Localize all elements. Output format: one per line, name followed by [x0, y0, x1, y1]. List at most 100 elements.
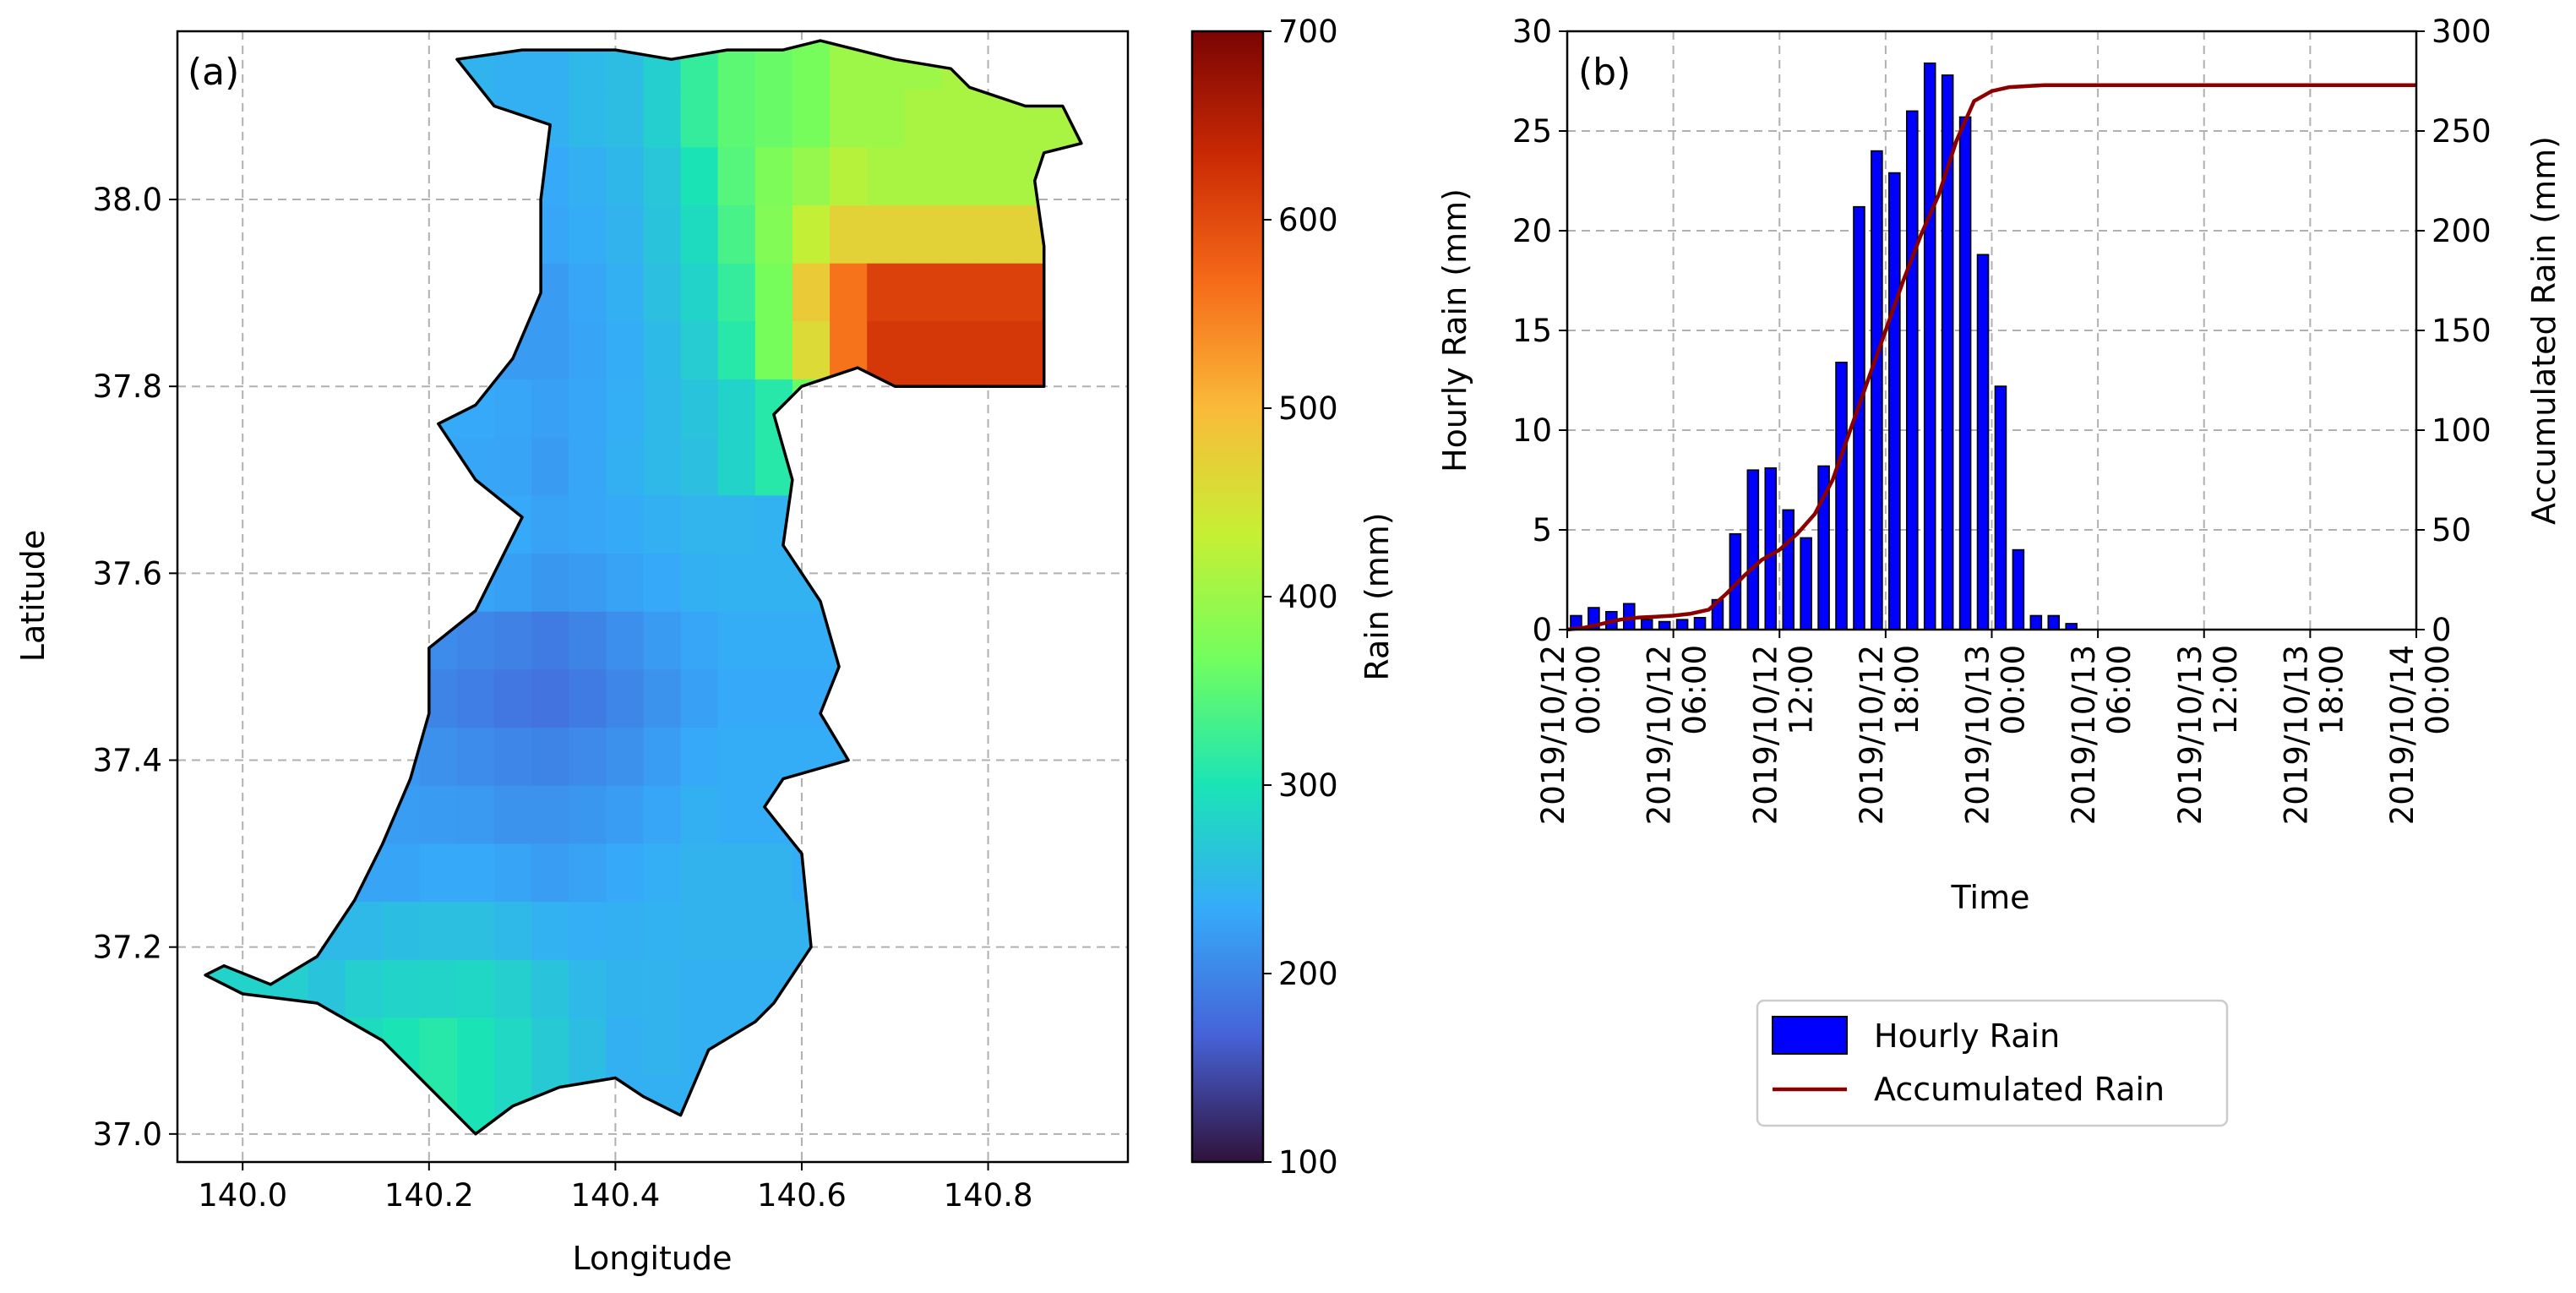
- colorbar-tick-label: 600: [1278, 202, 1338, 238]
- rain-cell: [717, 959, 756, 1019]
- hourly-rain-bar: [1923, 62, 1936, 630]
- rain-cell: [643, 843, 682, 903]
- hourly-rain-bar: [1835, 361, 1848, 630]
- time-x-tick-date: 2019/10/13: [2278, 645, 2314, 825]
- rain-cell: [867, 89, 906, 149]
- accumulated-y-tick-label: 100: [2432, 412, 2492, 449]
- rain-cell: [531, 785, 570, 845]
- time-x-tick-date: 2019/10/13: [2172, 645, 2208, 825]
- rain-cell: [680, 495, 719, 554]
- rain-cell: [754, 263, 793, 323]
- rain-cell: [419, 1017, 458, 1077]
- rain-cell: [606, 321, 645, 380]
- rain-cell: [904, 205, 943, 265]
- time-x-ticks: 2019/10/12 00:00 2019/10/12 06:00 2019/10/12…: [1535, 630, 2456, 825]
- rain-cell: [717, 321, 756, 380]
- legend-bar-swatch: [1772, 1016, 1848, 1055]
- rain-cell: [717, 611, 756, 671]
- rain-cell: [606, 263, 645, 323]
- colorbar: [1190, 30, 1265, 1164]
- time-x-tick-time: 12:00: [2208, 645, 2244, 735]
- hourly-rain-bar: [2012, 548, 2025, 630]
- rain-cell: [531, 959, 570, 1019]
- rain-cell: [606, 554, 645, 613]
- rain-cell: [606, 1017, 645, 1077]
- rain-cell: [941, 147, 980, 206]
- colorbar-label: Rain (mm): [1359, 512, 1396, 680]
- map-y-axis-label: Latitude: [14, 530, 52, 662]
- rain-cell: [643, 321, 682, 380]
- hourly-rain-bar: [1888, 172, 1901, 630]
- rain-cell: [606, 379, 645, 439]
- rain-cell: [754, 843, 793, 903]
- time-x-tick-time: 00:00: [1571, 645, 1607, 735]
- accumulated-y-tick-label: 150: [2432, 313, 2492, 349]
- map-y-tick-label: 38.0: [93, 182, 162, 218]
- rain-cell: [606, 669, 645, 728]
- rain-cell: [643, 495, 682, 554]
- rain-cell: [680, 437, 719, 497]
- hourly-rain-bar: [1958, 116, 1972, 630]
- accumulated-y-ticks: 0 50 100 150 200 250 300: [2416, 14, 2492, 648]
- rain-cell: [904, 263, 943, 323]
- rain-cell: [978, 321, 1017, 380]
- time-x-tick-label: 2019/10/12 12:00: [1747, 645, 1819, 825]
- rain-cell: [606, 495, 645, 554]
- rain-cell: [680, 263, 719, 323]
- rain-cell: [904, 147, 943, 206]
- rain-cell: [717, 554, 756, 613]
- legend-box: [1756, 999, 2229, 1127]
- rain-cell: [419, 728, 458, 787]
- hourly-rain-bar: [1976, 254, 1990, 630]
- rain-cell: [717, 147, 756, 206]
- rain-cell: [978, 147, 1017, 206]
- hourly-rain-bar: [1994, 385, 2007, 630]
- rain-cell: [754, 902, 793, 961]
- rain-cell: [680, 902, 719, 961]
- accumulated-y-tick-label: 200: [2432, 213, 2492, 249]
- rain-cell: [680, 147, 719, 206]
- rain-cell: [345, 902, 384, 961]
- rain-cell: [569, 902, 607, 961]
- time-x-tick-date: 2019/10/14: [2384, 645, 2421, 825]
- rain-cell: [680, 205, 719, 265]
- rain-cell: [569, 785, 607, 845]
- hourly-y-tick-label: 10: [1512, 412, 1552, 449]
- rain-cell: [680, 728, 719, 787]
- rain-cell: [531, 611, 570, 671]
- rain-cell: [419, 959, 458, 1019]
- hourly-y-tick-label: 0: [1532, 612, 1552, 648]
- legend-hourly-rain: Hourly Rain: [1874, 1017, 2060, 1055]
- rain-cell: [419, 843, 458, 903]
- rain-cell: [569, 669, 607, 728]
- accumulated-rain-axis-label: Accumulated Rain (mm): [2525, 136, 2562, 525]
- hourly-rain-bar: [1746, 469, 1760, 630]
- colorbar-tick-label: 500: [1278, 390, 1338, 427]
- hourly-y-tick-label: 30: [1512, 14, 1552, 50]
- rain-cell: [531, 379, 570, 439]
- hourly-rain-bar: [1658, 620, 1671, 630]
- map-x-tick-label: 140.0: [198, 1177, 287, 1214]
- rain-cell: [531, 728, 570, 787]
- rain-cell: [680, 321, 719, 380]
- hourly-rain-bar: [2029, 614, 2043, 630]
- hourly-rain-bar: [2047, 614, 2061, 630]
- time-x-tick-date: 2019/10/12: [1642, 645, 1678, 825]
- rain-cell: [569, 959, 607, 1019]
- rain-cell: [531, 669, 570, 728]
- rain-cell: [606, 437, 645, 497]
- map-y-tick-label: 37.4: [93, 743, 162, 779]
- rain-cell: [569, 263, 607, 323]
- rain-cell: [494, 437, 532, 497]
- hourly-rain-bar: [1782, 509, 1795, 630]
- colorbar-tick-label: 300: [1278, 767, 1338, 804]
- rain-cell: [978, 263, 1017, 323]
- rain-cell: [494, 379, 532, 439]
- rain-cell: [494, 843, 532, 903]
- time-x-tick-label: 2019/10/13 00:00: [1960, 645, 2032, 825]
- map-y-tick-label: 37.2: [93, 930, 162, 966]
- rain-cell: [569, 147, 607, 206]
- time-x-tick-date: 2019/10/12: [1747, 645, 1784, 825]
- rain-cell: [754, 611, 793, 671]
- legend: Hourly Rain Accumulated Rain: [1756, 999, 2229, 1127]
